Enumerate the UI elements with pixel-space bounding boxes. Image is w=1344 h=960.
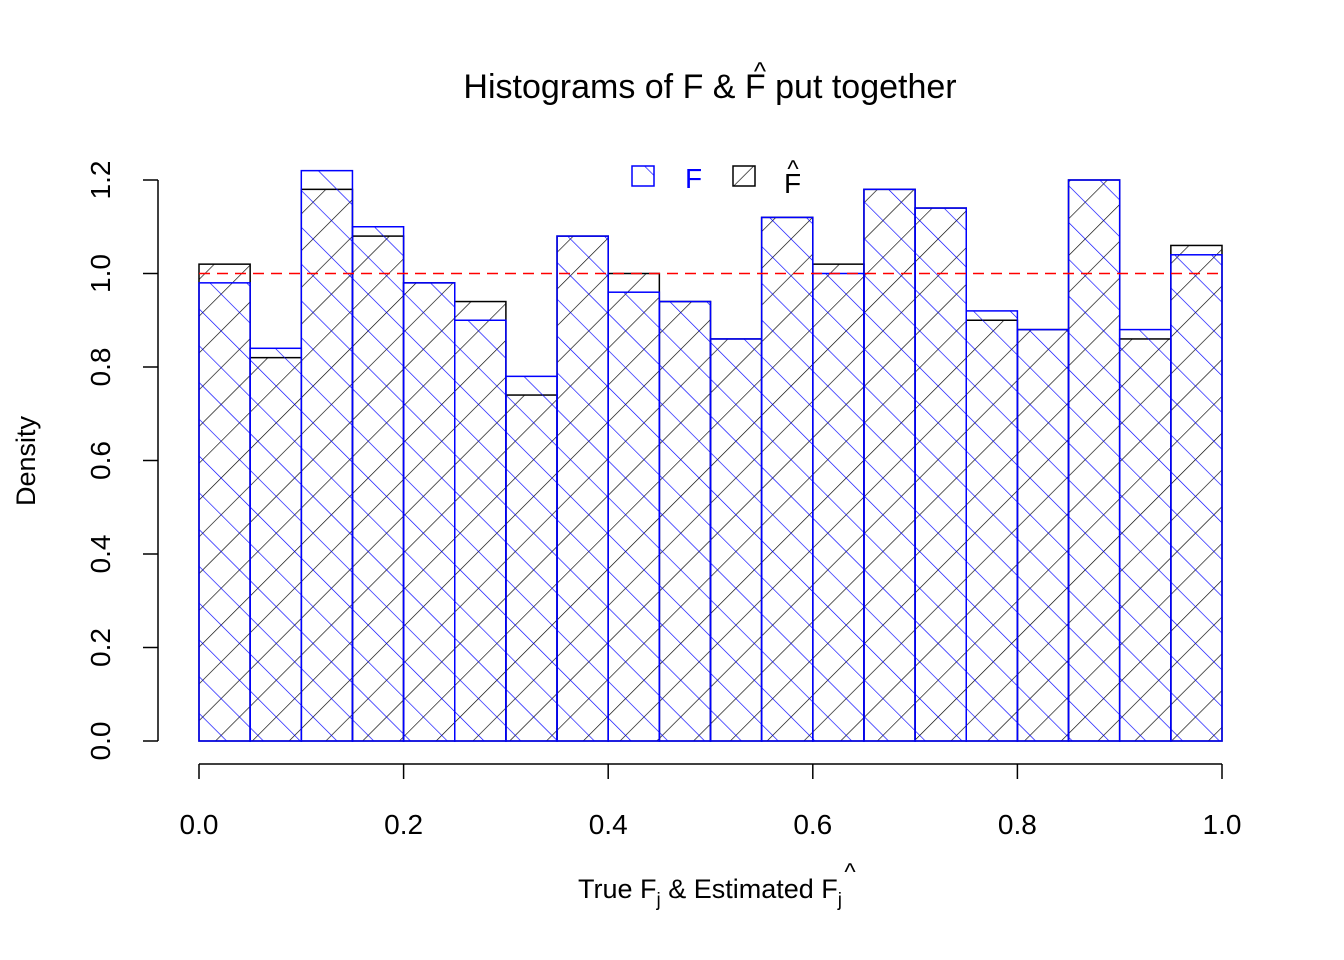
f-bar [1067,179,1121,742]
f-bar [658,300,712,742]
f-bar [1016,328,1070,742]
f-bar [300,169,354,742]
legend-label-f-hat: F [784,168,801,199]
f-bar [863,188,916,742]
y-tick-label: 0.0 [85,722,116,761]
f-bar [505,375,558,742]
x-tick-label: 0.2 [384,809,423,840]
legend-hat-mark: ^ [787,156,799,183]
f-bar [914,207,967,742]
y-tick-label: 0.8 [85,348,116,387]
f-bar [709,338,763,742]
y-tick-label: 0.2 [85,628,116,667]
f-bar [812,272,865,742]
f-bar [1170,254,1223,742]
y-axis-label: Density [11,415,41,506]
f-bar [760,216,814,742]
x-tick-label: 1.0 [1203,809,1242,840]
x-tick-label: 0.0 [180,809,219,840]
y-axis: 0.0 0.2 0.4 0.6 0.8 1.0 1.2 [85,161,159,761]
f-bar [454,319,507,742]
f-bar [556,235,609,742]
legend-swatch-f-hat [732,165,756,187]
legend-label-f: F [685,163,702,194]
f-bar [402,282,456,742]
f-bar [1118,328,1172,742]
y-tick-label: 1.2 [85,161,116,200]
f-bar [249,347,303,742]
legend: F F ^ [631,156,801,199]
x-tick-label: 0.6 [793,809,832,840]
series-f-bars [198,169,1223,742]
f-bar [965,310,1019,742]
f-bar [198,282,251,742]
x-tick-label: 0.8 [998,809,1037,840]
x-axis: 0.0 0.2 0.4 0.6 0.8 1.0 [180,763,1242,840]
f-bar [607,291,661,742]
y-tick-label: 0.4 [85,535,116,574]
y-tick-label: 1.0 [85,254,116,293]
title-hat-mark: ^ [754,56,767,86]
x-axis-label-hat-mark: ^ [844,859,856,886]
legend-swatch-f [631,165,655,187]
x-tick-label: 0.4 [589,809,628,840]
f-bar [351,226,405,742]
chart-title: Histograms of F & F put together [463,68,956,106]
y-tick-label: 0.6 [85,441,116,480]
x-axis-label: True Fj & Estimated Fj [578,874,842,911]
